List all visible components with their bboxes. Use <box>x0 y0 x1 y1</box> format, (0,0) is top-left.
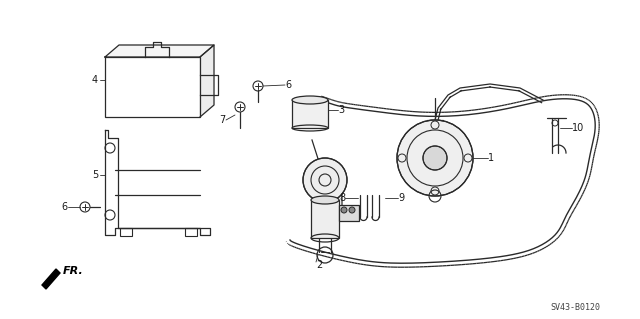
Bar <box>311 200 339 238</box>
Text: 2: 2 <box>316 260 323 270</box>
Text: SV43-B0120: SV43-B0120 <box>550 303 600 313</box>
Text: 8: 8 <box>339 193 345 203</box>
Polygon shape <box>200 45 214 117</box>
Text: 3: 3 <box>338 105 344 115</box>
Text: 1: 1 <box>488 153 494 163</box>
Bar <box>185 228 197 236</box>
Ellipse shape <box>311 196 339 204</box>
Circle shape <box>341 207 347 213</box>
Bar <box>105 57 200 117</box>
Text: 4: 4 <box>92 75 98 85</box>
Text: 5: 5 <box>92 170 98 180</box>
Bar <box>339 205 359 221</box>
Circle shape <box>303 158 347 202</box>
Text: 10: 10 <box>572 123 584 133</box>
Circle shape <box>397 120 473 196</box>
Bar <box>292 100 328 128</box>
Bar <box>120 228 132 236</box>
Polygon shape <box>105 45 214 57</box>
Polygon shape <box>42 269 60 289</box>
Circle shape <box>349 207 355 213</box>
Ellipse shape <box>292 96 328 104</box>
Text: FR.: FR. <box>63 266 84 276</box>
Circle shape <box>423 146 447 170</box>
Text: 6: 6 <box>285 80 291 90</box>
Text: 7: 7 <box>219 115 225 125</box>
Text: 6: 6 <box>62 202 68 212</box>
Text: 9: 9 <box>398 193 404 203</box>
